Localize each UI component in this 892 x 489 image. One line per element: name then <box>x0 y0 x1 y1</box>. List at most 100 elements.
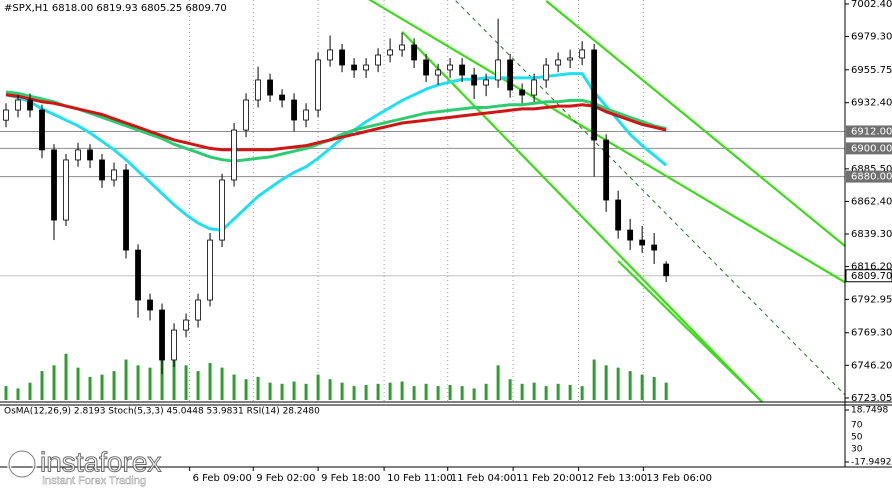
volume-bar <box>592 359 596 400</box>
candle-body <box>123 169 129 251</box>
y-tick-label: 7002.40 <box>851 0 892 10</box>
volume-bar <box>544 386 548 400</box>
volume-bar <box>4 386 8 400</box>
volume-bar <box>88 376 92 400</box>
y-tick-label: 6885.50 <box>851 164 892 175</box>
y-tick-label: 6955.75 <box>851 65 892 76</box>
candle-body <box>87 149 93 161</box>
volume-bar <box>484 383 488 400</box>
osc-tick-label: 70 <box>851 421 863 431</box>
osc-tick-label: 50 <box>851 433 863 443</box>
y-tick-label: 6932.40 <box>851 98 892 109</box>
volume-bar <box>388 382 392 400</box>
y-tick-label: 6816.20 <box>851 262 892 273</box>
candle-body <box>195 299 201 321</box>
volume-bar <box>604 365 608 400</box>
candle-body <box>399 44 405 51</box>
candle-body <box>411 44 417 61</box>
candle-body <box>99 159 105 181</box>
volume-bar <box>256 376 260 400</box>
volume-bar <box>376 383 380 400</box>
current-price-box <box>845 269 892 283</box>
candle-body <box>279 94 285 101</box>
trendline <box>617 260 763 402</box>
indicator-label: OsMA(12,26,9) 2.8193 Stoch(5,3,3) 45.044… <box>4 407 320 417</box>
candle-body <box>555 59 562 66</box>
candle-body <box>471 74 478 86</box>
candle-body <box>339 49 345 66</box>
candle-body <box>3 109 9 121</box>
level-label: 6912.00 <box>851 126 892 137</box>
candle-body <box>111 169 117 181</box>
volume-bar <box>148 367 152 400</box>
trendline <box>367 0 845 284</box>
axes <box>0 0 892 468</box>
candle-body <box>459 64 466 76</box>
candle-body <box>567 57 574 61</box>
volume-bar <box>532 382 536 400</box>
price-plot <box>0 0 845 402</box>
candle-body <box>651 244 658 251</box>
moving-average <box>5 72 668 232</box>
candle-body <box>327 49 333 61</box>
candle-body <box>171 329 177 361</box>
volume-bar <box>640 374 644 400</box>
volume-bar <box>40 371 44 400</box>
candle-body <box>663 263 670 277</box>
volume-bar <box>304 383 308 400</box>
watermark-brand: instaforex <box>40 446 161 477</box>
candle-body <box>543 64 550 81</box>
candle-body <box>507 59 514 91</box>
volume-bar <box>352 386 356 400</box>
volume-bar <box>196 371 200 400</box>
watermark-logo <box>8 450 36 478</box>
volume-bar <box>448 384 452 400</box>
volume-bar <box>424 383 428 400</box>
trendline <box>401 30 763 402</box>
volume-bar <box>472 388 476 400</box>
candle-body <box>351 64 357 71</box>
volume-bar <box>652 376 656 400</box>
volume-bar <box>16 388 20 400</box>
y-tick-label: 6723.05 <box>851 393 892 404</box>
x-tick-label: 9 Feb 02:00 <box>256 473 315 484</box>
candle-body <box>615 199 622 231</box>
volume-bar <box>28 382 32 400</box>
volume-bar <box>496 365 500 400</box>
volume-bar <box>268 382 272 400</box>
volume-bar <box>628 371 632 400</box>
volume-bar <box>76 367 80 400</box>
volume-bar <box>112 371 116 400</box>
y-tick-label: 18.7498 <box>851 406 888 416</box>
candle-body <box>147 299 153 311</box>
candle-body <box>243 99 249 131</box>
candle-body <box>315 59 321 111</box>
volume-bar <box>172 356 176 400</box>
volume-bar <box>64 353 68 400</box>
volume-bar <box>508 379 512 400</box>
volume-bar <box>244 379 248 400</box>
volume-bar <box>556 383 560 400</box>
volume-bar <box>460 386 464 400</box>
level-box <box>846 170 892 183</box>
candle-body <box>519 89 526 96</box>
candle-body <box>135 249 141 301</box>
candle-body <box>387 49 393 56</box>
candle-body <box>51 149 57 221</box>
x-tick-label: 11 Feb 20:00 <box>516 473 582 484</box>
candle-body <box>495 59 502 81</box>
y-tick-label: 6979.30 <box>851 32 892 43</box>
volume-bar <box>100 374 104 400</box>
moving-average <box>5 93 667 152</box>
x-tick-label: 9 Feb 18:00 <box>321 473 380 484</box>
candle-body <box>579 49 586 59</box>
candle-body <box>63 159 69 221</box>
volume-bar <box>232 374 236 400</box>
y-tick-label: 6746.20 <box>851 360 892 371</box>
candle-body <box>627 229 634 241</box>
candle-body <box>603 139 610 201</box>
volume-bar <box>436 386 440 400</box>
candle-body <box>267 79 273 96</box>
